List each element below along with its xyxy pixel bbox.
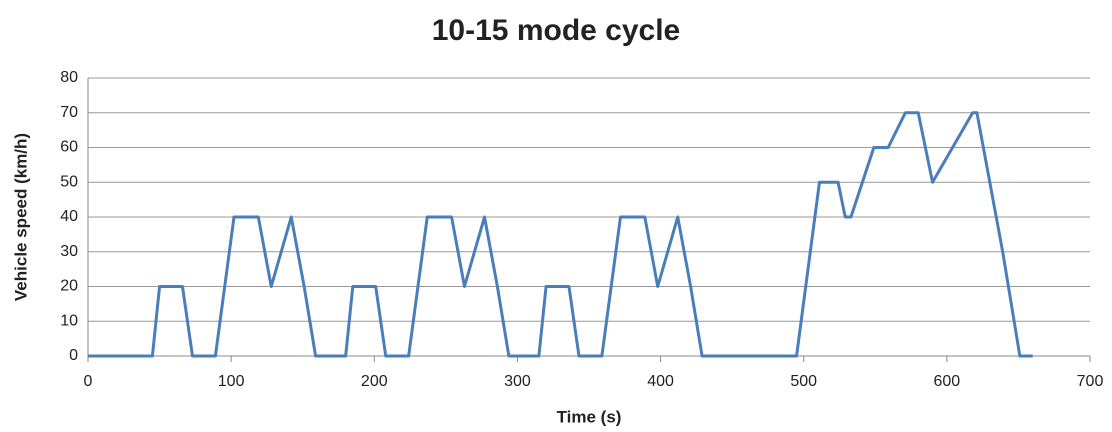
x-tick-label: 500 bbox=[790, 373, 817, 390]
y-tick-label: 80 bbox=[60, 69, 78, 86]
y-tick-label: 20 bbox=[60, 278, 78, 295]
y-tick-label: 70 bbox=[60, 104, 78, 121]
y-tick-label: 50 bbox=[60, 173, 78, 190]
x-tick-label: 0 bbox=[84, 373, 93, 390]
x-tick-label: 600 bbox=[934, 373, 961, 390]
data-line bbox=[88, 111, 1033, 358]
x-tick-label: 200 bbox=[361, 373, 388, 390]
chart-title: 10-15 mode cycle bbox=[432, 14, 680, 47]
x-tick-label: 300 bbox=[504, 373, 531, 390]
y-tick-label: 60 bbox=[60, 139, 78, 156]
y-tick-label: 10 bbox=[60, 312, 78, 329]
y-tick-label: 30 bbox=[60, 243, 78, 260]
y-axis-label: Vehicle speed (km/h) bbox=[11, 133, 30, 301]
x-tick-label: 100 bbox=[218, 373, 245, 390]
y-tick-label: 0 bbox=[69, 347, 78, 364]
x-tick-label: 400 bbox=[647, 373, 674, 390]
x-axis-label: Time (s) bbox=[557, 407, 622, 426]
x-tick-label: 700 bbox=[1077, 373, 1104, 390]
y-tick-label: 40 bbox=[60, 208, 78, 225]
